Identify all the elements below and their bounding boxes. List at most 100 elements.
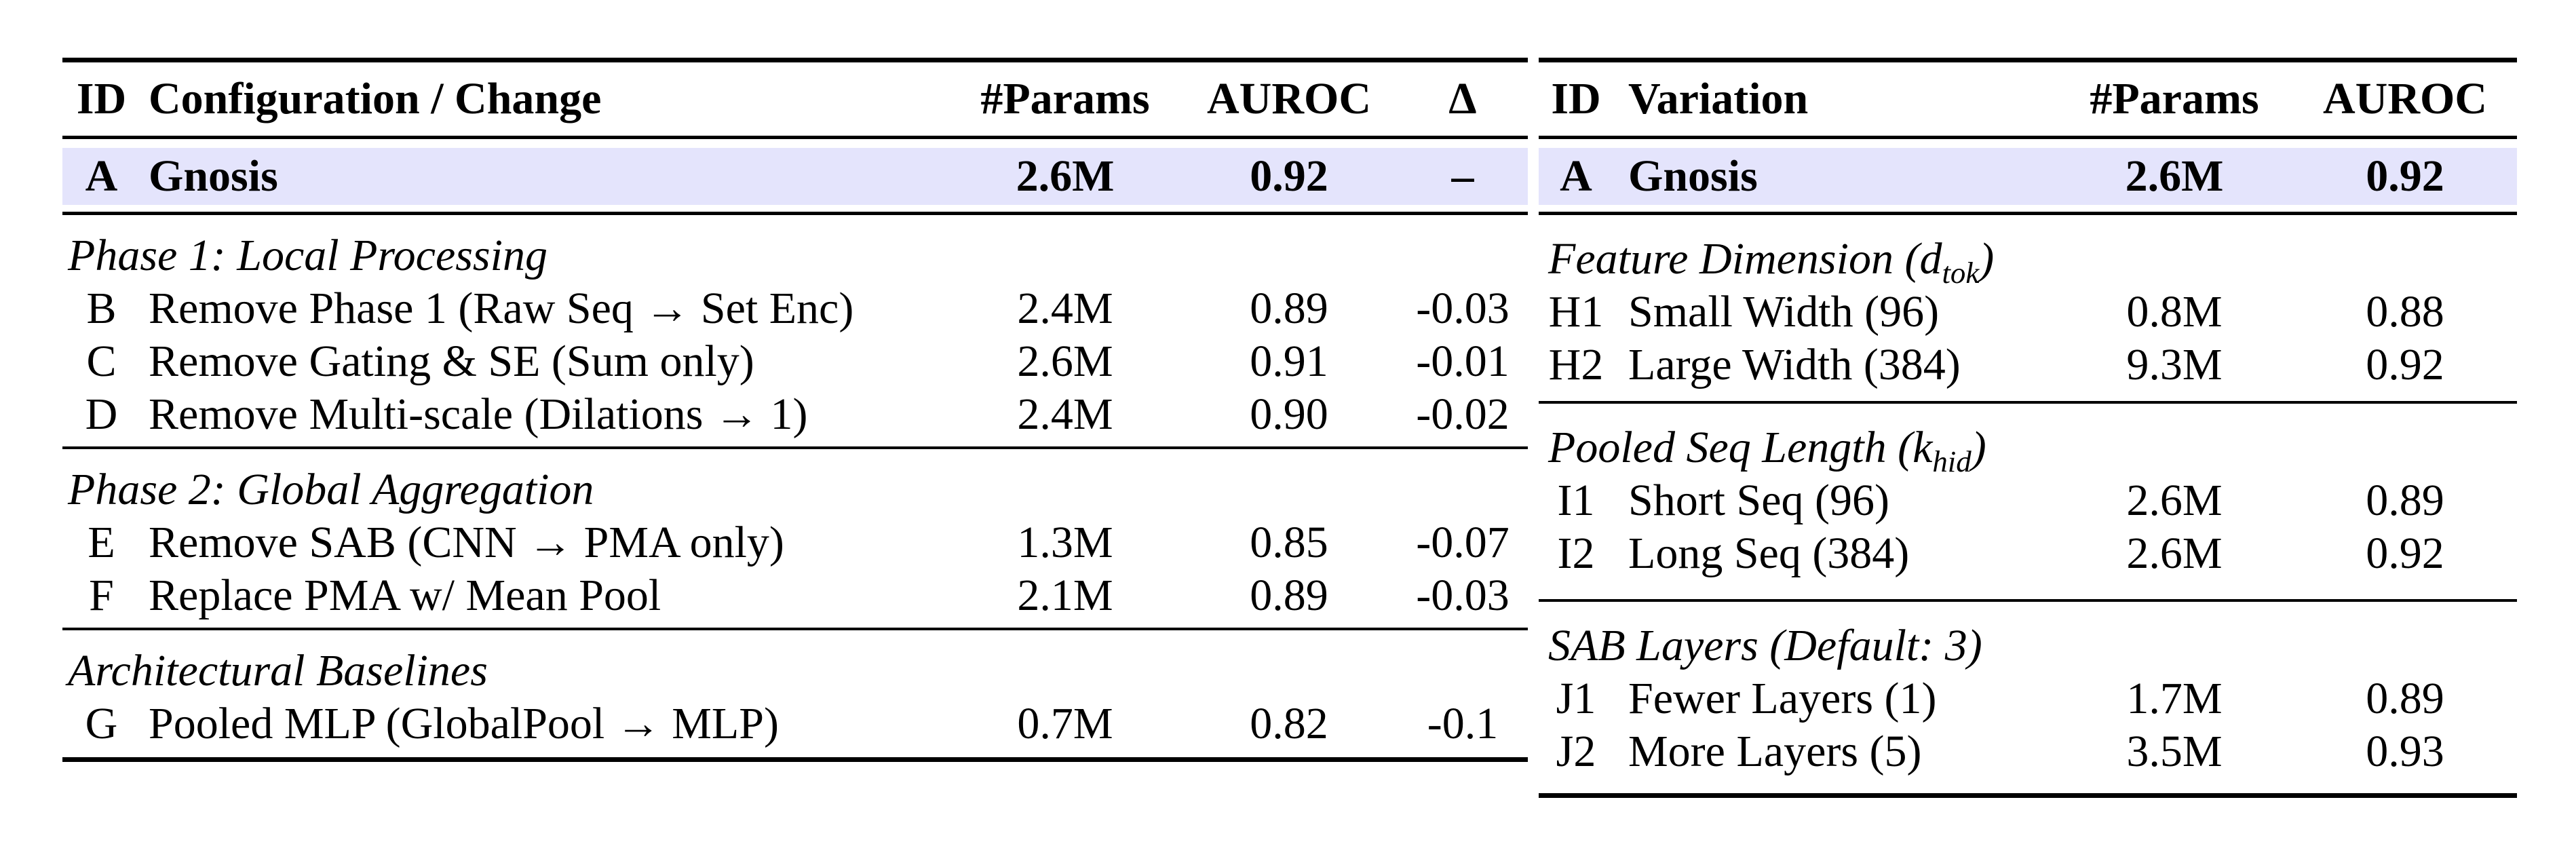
cell-name: Long Seq (384) xyxy=(1628,529,1910,578)
table-row: B Remove Phase 1 (Raw Seq → Set Enc) 2.4… xyxy=(62,282,1528,335)
table-row: D Remove Multi-scale (Dilations → 1) 2.4… xyxy=(62,388,1528,441)
cell-auroc: 0.88 xyxy=(2366,287,2444,337)
header-row: ID Configuration / Change #Params AUROC … xyxy=(62,62,1528,136)
cell-id: H2 xyxy=(1548,340,1604,389)
table-row: H1 Small Width (96) 0.8M 0.88 xyxy=(1539,286,2517,339)
table-row: G Pooled MLP (GlobalPool → MLP) 0.7M 0.8… xyxy=(62,697,1528,750)
cell-params: 2.6M xyxy=(2126,529,2223,578)
cell-params: 2.6M xyxy=(1016,151,1115,201)
cell-id: B xyxy=(86,284,117,333)
table-row: I2 Long Seq (384) 2.6M 0.92 xyxy=(1539,527,2517,580)
label-text: ) xyxy=(1979,234,1995,284)
bottom-rule xyxy=(1539,793,2517,798)
cell-params: 2.6M xyxy=(1017,337,1113,386)
section-label: Architectural Baselines xyxy=(68,646,488,695)
ablation-table-hyperparams: ID Variation #Params AUROC A Gnosis 2.6M… xyxy=(1539,58,2517,798)
cell-id: H1 xyxy=(1548,287,1604,337)
ablation-table-components: ID Configuration / Change #Params AUROC … xyxy=(62,58,1528,762)
cell-delta: -0.02 xyxy=(1416,389,1510,439)
table-row: J1 Fewer Layers (1) 1.7M 0.89 xyxy=(1539,672,2517,725)
section-rule xyxy=(62,628,1528,630)
section-label: Phase 1: Local Processing xyxy=(68,231,547,280)
cell-auroc: 0.89 xyxy=(1250,571,1328,620)
cell-params: 1.3M xyxy=(1017,518,1113,567)
header-id: ID xyxy=(76,74,127,123)
cell-params: 0.8M xyxy=(2126,287,2223,337)
cell-id: A xyxy=(1560,151,1592,201)
baseline-rule xyxy=(1539,212,2517,215)
cell-auroc: 0.85 xyxy=(1250,518,1328,567)
header-config: Configuration / Change xyxy=(149,74,602,123)
bottom-rule xyxy=(62,757,1528,762)
cell-delta: -0.1 xyxy=(1427,699,1499,748)
cell-delta: -0.03 xyxy=(1416,284,1510,333)
section-label: Feature Dimension (dtok) xyxy=(1539,233,2517,290)
label-subscript: hid xyxy=(1932,444,1972,479)
cell-id: A xyxy=(85,151,118,201)
cell-delta: -0.01 xyxy=(1416,337,1510,386)
cell-name: Remove Multi-scale (Dilations → 1) xyxy=(149,389,808,439)
cell-name: Large Width (384) xyxy=(1628,340,1961,389)
top-rule xyxy=(1539,58,2517,62)
cell-id: E xyxy=(88,518,115,567)
cell-params: 3.5M xyxy=(2126,727,2223,776)
cell-id: C xyxy=(86,337,117,386)
table-row: F Replace PMA w/ Mean Pool 2.1M 0.89 -0.… xyxy=(62,569,1528,622)
cell-delta: -0.07 xyxy=(1416,518,1510,567)
cell-name: Remove SAB (CNN → PMA only) xyxy=(149,518,784,567)
section-phase2: Phase 2: Global Aggregation E Remove SAB… xyxy=(62,463,1528,628)
section-rule xyxy=(1539,401,2517,404)
table-row: H2 Large Width (384) 9.3M 0.92 xyxy=(1539,339,2517,391)
cell-params: 0.7M xyxy=(1017,699,1113,748)
cell-auroc: 0.89 xyxy=(2366,674,2444,723)
section-pooled-seq-length: Pooled Seq Length (khid) I1 Short Seq (9… xyxy=(1539,421,2517,599)
cell-auroc: 0.90 xyxy=(1250,389,1328,439)
cell-auroc: 0.89 xyxy=(1250,284,1328,333)
cell-auroc: 0.92 xyxy=(2366,529,2444,578)
cell-auroc: 0.91 xyxy=(1250,337,1328,386)
cell-name: Replace PMA w/ Mean Pool xyxy=(149,571,661,620)
section-phase1: Phase 1: Local Processing B Remove Phase… xyxy=(62,229,1528,446)
cell-name: Pooled MLP (GlobalPool → MLP) xyxy=(149,699,779,748)
cell-name: More Layers (5) xyxy=(1628,727,1922,776)
label-subscript: tok xyxy=(1942,256,1980,290)
cell-name: Small Width (96) xyxy=(1628,287,1940,337)
label-text: ) xyxy=(1971,423,1986,472)
cell-params: 9.3M xyxy=(2126,340,2223,389)
cell-auroc: 0.92 xyxy=(2366,340,2444,389)
cell-auroc: 0.82 xyxy=(1250,699,1328,748)
label-text: Pooled Seq Length ( xyxy=(1548,423,1913,472)
section-label: Phase 2: Global Aggregation xyxy=(68,465,594,514)
cell-delta: – xyxy=(1451,151,1474,201)
cell-name: Remove Phase 1 (Raw Seq → Set Enc) xyxy=(149,284,854,333)
cell-name: Gnosis xyxy=(1628,151,1758,201)
baseline-row: A Gnosis 2.6M 0.92 xyxy=(1539,148,2517,205)
header-rule xyxy=(62,136,1528,139)
cell-auroc: 0.92 xyxy=(2366,151,2444,201)
cell-id: I1 xyxy=(1557,476,1595,525)
baseline-row-wrap: A Gnosis 2.6M 0.92 xyxy=(1539,148,2517,205)
table-row: I1 Short Seq (96) 2.6M 0.89 xyxy=(1539,474,2517,527)
cell-id: J1 xyxy=(1556,674,1596,723)
label-text: SAB Layers (Default: 3) xyxy=(1548,621,1982,670)
header-id: ID xyxy=(1551,74,1601,123)
cell-name: Fewer Layers (1) xyxy=(1628,674,1937,723)
cell-name: Gnosis xyxy=(149,151,278,201)
cell-id: D xyxy=(85,389,118,439)
table-row: J2 More Layers (5) 3.5M 0.93 xyxy=(1539,725,2517,778)
header-variation: Variation xyxy=(1628,74,1809,123)
label-math-var: d xyxy=(1919,234,1942,284)
cell-id: G xyxy=(85,699,118,748)
header-auroc: AUROC xyxy=(1207,74,1371,123)
cell-auroc: 0.93 xyxy=(2366,727,2444,776)
cell-delta: -0.03 xyxy=(1416,571,1510,620)
header-auroc: AUROC xyxy=(2323,74,2487,123)
header-delta: Δ xyxy=(1448,74,1477,123)
section-label: Pooled Seq Length (khid) xyxy=(1539,421,2517,478)
section-rule xyxy=(62,446,1528,449)
cell-auroc: 0.89 xyxy=(2366,476,2444,525)
cell-name: Short Seq (96) xyxy=(1628,476,1889,525)
top-rule xyxy=(62,58,1528,62)
cell-params: 2.6M xyxy=(2126,476,2223,525)
